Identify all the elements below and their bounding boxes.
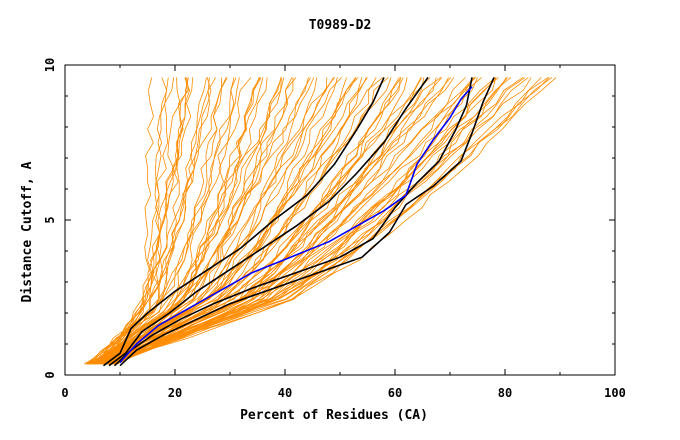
x-tick-label: 100 (604, 386, 626, 400)
background-series-line (107, 77, 526, 365)
background-series-line (88, 77, 384, 365)
highlight-series-line-5 (119, 86, 473, 364)
chart-title: T0989-D2 (309, 18, 372, 33)
background-series-line (90, 77, 499, 365)
x-tick-label: 40 (278, 386, 292, 400)
y-axis-label: Distance Cutoff, A (20, 161, 35, 302)
background-series-line (96, 77, 216, 365)
background-series-line (87, 77, 357, 365)
background-series-line (105, 77, 497, 365)
background-series-line (92, 77, 282, 365)
x-axis-label: Percent of Residues (CA) (240, 408, 428, 423)
background-series-line (86, 77, 338, 365)
background-series-line (94, 77, 207, 365)
background-series-line (102, 77, 188, 365)
background-series-line (115, 77, 318, 365)
background-series-line (111, 77, 449, 365)
background-series-line (114, 77, 154, 365)
background-series-line (112, 77, 549, 365)
background-series-line (106, 77, 222, 365)
ticks-layer: 0 20 40 60 80 100 0 5 10 (43, 58, 626, 400)
background-series-line (108, 77, 542, 365)
background-series-line (91, 77, 282, 365)
background-series-line (99, 77, 268, 365)
background-series-line (90, 77, 557, 365)
background-series-line (106, 77, 466, 365)
background-series-line (94, 77, 260, 365)
highlight-series-line-2 (108, 76, 429, 367)
background-series-line (109, 77, 553, 365)
x-tick-label: 60 (388, 386, 402, 400)
background-series-line (110, 77, 227, 365)
x-tick-label: 20 (168, 386, 182, 400)
background-series-line (100, 77, 210, 365)
y-tick-label: 0 (43, 371, 57, 378)
background-series-line (101, 77, 367, 365)
background-series-line (98, 77, 191, 365)
background-series-line (90, 77, 422, 365)
x-tick-label: 80 (498, 386, 512, 400)
background-series-line (107, 77, 524, 365)
highlight-series-line-1 (103, 77, 385, 367)
background-series-line (97, 77, 363, 365)
background-series-line (101, 77, 455, 365)
background-series-line (93, 77, 335, 365)
background-series-line (97, 77, 529, 365)
x-tick-label: 0 (61, 386, 68, 400)
y-tick-label: 10 (43, 58, 57, 72)
series-layer (84, 76, 557, 367)
highlight-series-line-3 (113, 77, 473, 367)
y-tick-label: 5 (43, 216, 57, 223)
highlight-series-line-4 (119, 77, 495, 367)
background-series-line (102, 77, 532, 365)
